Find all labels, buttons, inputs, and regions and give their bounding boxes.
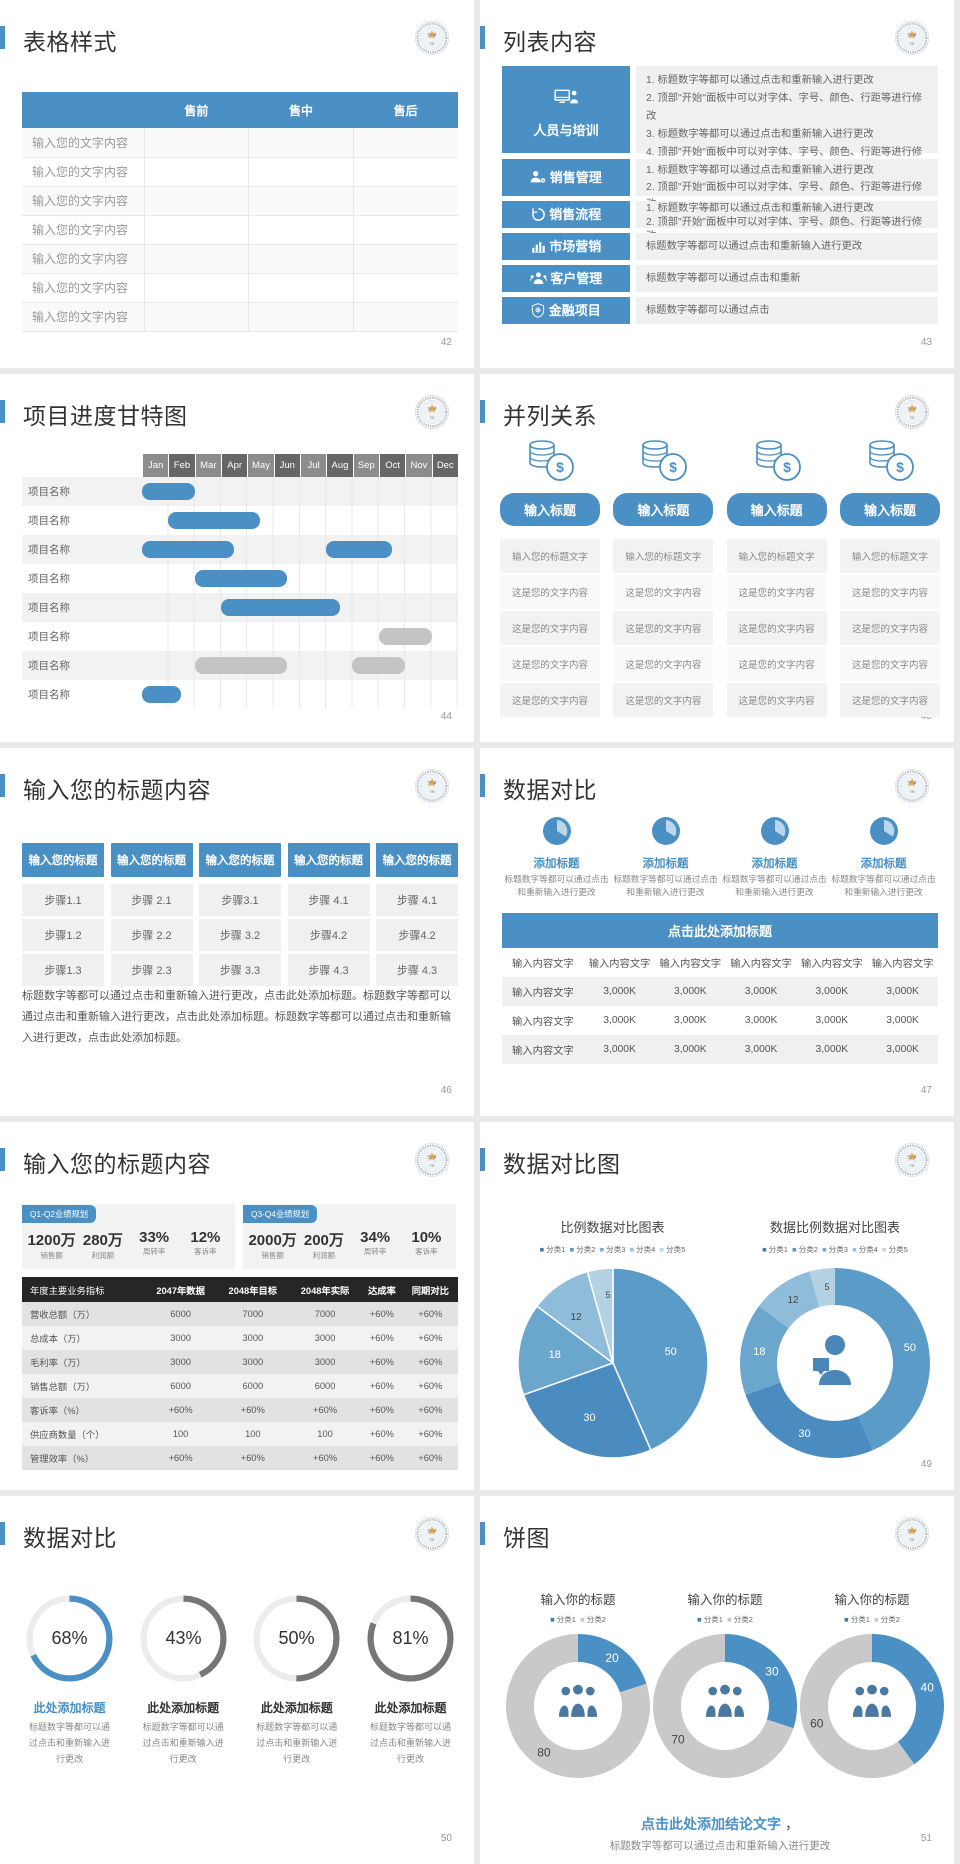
svg-text:12: 12: [570, 1312, 582, 1323]
svg-text:12: 12: [787, 1295, 799, 1306]
svg-text:5: 5: [824, 1282, 829, 1292]
svg-text:50: 50: [665, 1346, 677, 1358]
svg-text:60: 60: [810, 1717, 824, 1731]
svg-text:$: $: [556, 459, 564, 475]
svg-text:30: 30: [798, 1428, 810, 1440]
svg-text:81%: 81%: [392, 1628, 428, 1648]
svg-text:18: 18: [753, 1346, 765, 1358]
svg-text:$: $: [896, 459, 904, 475]
svg-text:68%: 68%: [51, 1628, 87, 1648]
svg-text:40: 40: [921, 1681, 935, 1695]
svg-text:50%: 50%: [279, 1628, 315, 1648]
svg-text:80: 80: [537, 1745, 551, 1759]
svg-text:70: 70: [671, 1733, 685, 1747]
svg-text:50: 50: [904, 1342, 916, 1354]
svg-text:30: 30: [583, 1412, 595, 1424]
svg-text:$: $: [783, 459, 791, 475]
svg-text:30: 30: [765, 1665, 779, 1679]
svg-text:18: 18: [549, 1349, 561, 1361]
svg-text:43%: 43%: [165, 1628, 201, 1648]
svg-text:5: 5: [605, 1290, 610, 1300]
svg-text:20: 20: [605, 1651, 619, 1665]
svg-text:$: $: [669, 459, 677, 475]
